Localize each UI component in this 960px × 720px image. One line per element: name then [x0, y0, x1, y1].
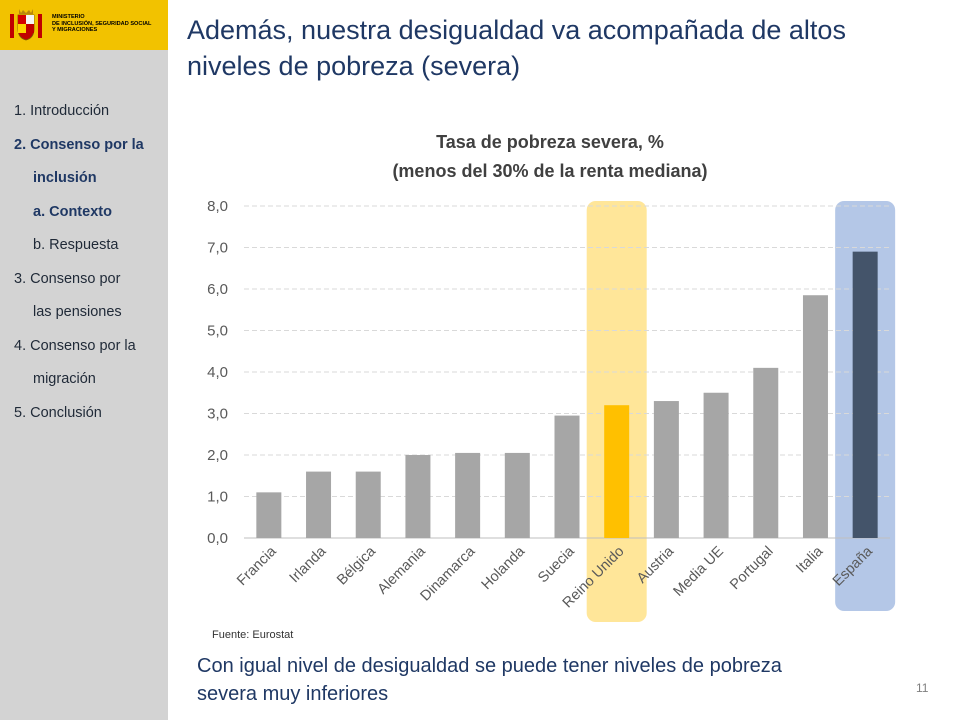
nav-item[interactable]: las pensiones — [33, 304, 122, 320]
nav-item[interactable]: 1. Introducción — [14, 103, 110, 119]
chart-title-line: (menos del 30% de la renta mediana) — [392, 161, 708, 181]
nav-item[interactable]: b. Respuesta — [33, 237, 119, 253]
y-tick-label: 7,0 — [207, 240, 228, 257]
nav-item[interactable]: migración — [33, 371, 96, 387]
y-tick-label: 5,0 — [207, 323, 228, 340]
nav-item[interactable]: 5. Conclusión — [14, 404, 102, 421]
y-tick-label: 1,0 — [207, 489, 228, 506]
footnote-line: severa muy inferiores — [197, 683, 389, 705]
chart-title: Tasa de pobreza severa, % (menos del 30%… — [230, 128, 870, 186]
nav-item[interactable]: 3. Consenso por — [14, 270, 121, 287]
ministry-logo: MINISTERIO DE INCLUSIÓN, SEGURIDAD SOCIA… — [0, 0, 168, 50]
y-tick-label: 3,0 — [207, 406, 228, 423]
y-tick-label: 4,0 — [207, 364, 228, 381]
x-tick-label: Italia — [793, 543, 827, 577]
coat-of-arms-icon — [10, 9, 42, 41]
bar-alemania — [405, 455, 431, 538]
x-tick-label: Francia — [234, 543, 280, 589]
bar-reino-unido — [604, 405, 630, 538]
slide-title: Además, nuestra desigualdad va acompañad… — [187, 12, 927, 84]
bar-media-ue — [703, 392, 729, 538]
nav-item[interactable]: 4. Consenso por la — [14, 337, 136, 354]
bar-irlanda — [306, 471, 332, 538]
bar-dinamarca — [455, 452, 481, 538]
x-tick-label: Media UE — [671, 543, 728, 600]
x-tick-label: Suecia — [535, 543, 578, 586]
bar-bélgica — [355, 471, 381, 538]
bar-francia — [256, 492, 282, 538]
chart-title-line: Tasa de pobreza severa, % — [436, 132, 664, 152]
ministry-line: Y MIGRACIONES — [52, 27, 98, 33]
footnote-line: Con igual nivel de desigualdad se puede … — [197, 655, 782, 677]
ministry-line: DE INCLUSIÓN, SEGURIDAD SOCIAL — [52, 20, 152, 27]
footnote: Con igual nivel de desigualdad se puede … — [197, 652, 897, 708]
x-tick-label: Portugal — [727, 544, 777, 594]
nav-item[interactable]: inclusión — [33, 170, 97, 186]
sidebar: MINISTERIO DE INCLUSIÓN, SEGURIDAD SOCIA… — [0, 0, 168, 720]
page-number: 11 — [916, 681, 929, 695]
ministry-name: MINISTERIO DE INCLUSIÓN, SEGURIDAD SOCIA… — [52, 14, 164, 34]
y-tick-label: 8,0 — [207, 198, 228, 215]
y-tick-label: 2,0 — [207, 447, 228, 464]
x-tick-label: Dinamarca — [418, 543, 480, 605]
x-tick-label: Irlanda — [287, 543, 330, 586]
section-nav: 1. Introducción 2. Consenso por la inclusi… — [14, 95, 168, 430]
bar-holanda — [504, 452, 530, 538]
source-note: Fuente: Eurostat — [212, 629, 294, 641]
bar-austria — [653, 401, 679, 538]
y-tick-label: 0,0 — [207, 530, 228, 547]
bar-portugal — [753, 367, 779, 538]
ministry-line: MINISTERIO — [52, 14, 85, 20]
nav-item[interactable]: 2. Consenso por la — [14, 136, 144, 153]
slide-title-line: niveles de pobreza (severa) — [187, 51, 521, 81]
bar-españa — [852, 251, 878, 538]
bar-suecia — [554, 415, 580, 538]
nav-item[interactable]: a. Contexto — [33, 203, 112, 220]
slide-title-line: Además, nuestra desigualdad va acompañad… — [187, 15, 846, 45]
y-tick-label: 6,0 — [207, 281, 228, 298]
x-tick-label: Bélgica — [334, 543, 380, 589]
bar-italia — [802, 295, 828, 538]
x-tick-label: Holanda — [479, 543, 529, 593]
